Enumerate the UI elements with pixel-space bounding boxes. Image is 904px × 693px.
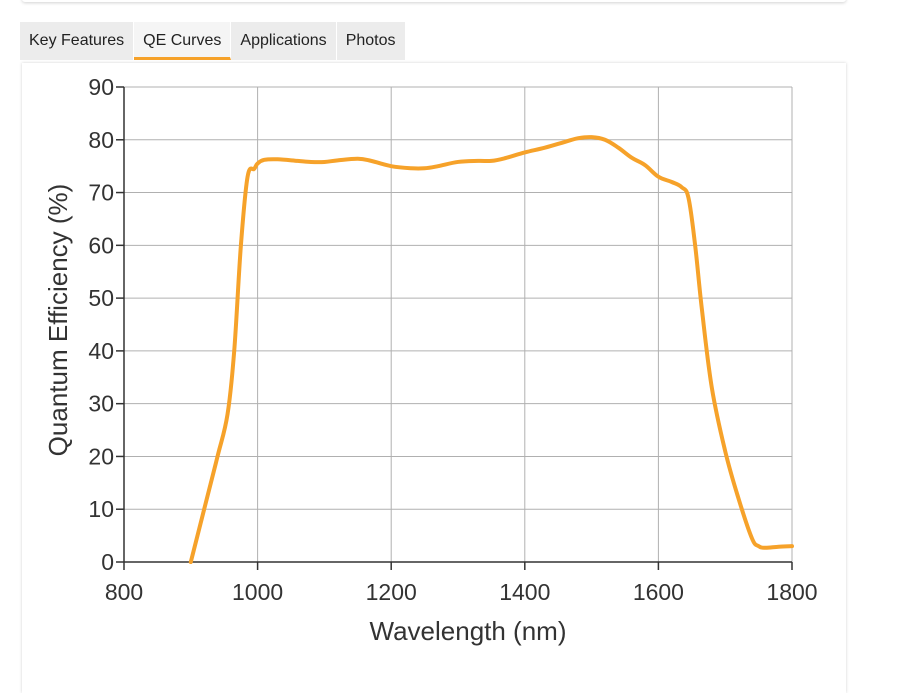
tick-labels: 800 1000 1200 1400 1600 1800 0 10 20 30 40 50 60 70 80…: [88, 74, 817, 605]
axes: [116, 86, 793, 570]
y-tick-label: 90: [88, 74, 114, 100]
y-tick-label: 30: [88, 391, 114, 417]
qe-curve-layer: [188, 135, 794, 564]
qe-series-line: [188, 135, 794, 564]
y-tick-label: 60: [88, 232, 114, 258]
y-tick-label: 70: [88, 180, 114, 206]
tab-applications[interactable]: Applications: [231, 22, 337, 60]
tab-photos[interactable]: Photos: [336, 22, 406, 60]
tab-qe-curves[interactable]: QE Curves: [134, 22, 232, 60]
x-axis-title: Wavelength (nm): [370, 616, 567, 646]
y-tick-label: 40: [88, 338, 114, 364]
y-tick-label: 80: [88, 127, 114, 153]
y-tick-label: 0: [101, 549, 114, 575]
x-tick-label: 1400: [499, 579, 550, 605]
x-tick-label: 1200: [366, 579, 417, 605]
x-tick-label: 1000: [232, 579, 283, 605]
grid-lines: [123, 86, 793, 563]
x-tick-label: 800: [105, 579, 143, 605]
top-panel-edge: [22, 0, 846, 2]
y-axis-title: Quantum Efficiency (%): [43, 184, 73, 457]
x-tick-label: 1800: [766, 579, 817, 605]
y-tick-label: 50: [88, 285, 114, 311]
x-tick-label: 1600: [633, 579, 684, 605]
y-tick-label: 10: [88, 496, 114, 522]
qe-chart: 800 1000 1200 1400 1600 1800 0 10 20 30 40 50 60 70 80…: [43, 74, 818, 646]
tab-key-features[interactable]: Key Features: [20, 22, 135, 60]
tab-bar: Key Features QE Curves Applications Phot…: [20, 22, 406, 62]
y-tick-label: 20: [88, 443, 114, 469]
